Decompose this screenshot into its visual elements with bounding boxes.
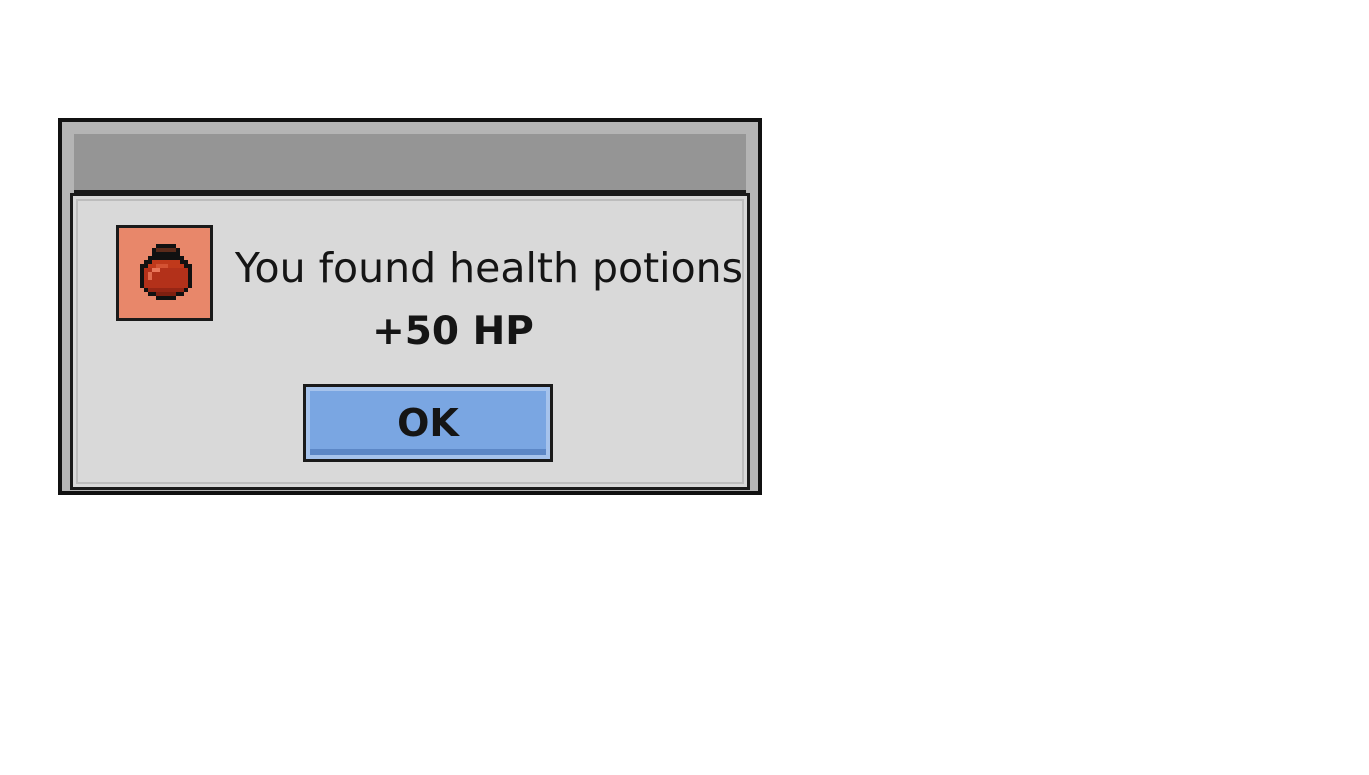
dialog-message: You found health potions	[234, 244, 743, 292]
dialog-body: You found health potions +50 HP OK	[70, 193, 750, 490]
ok-button[interactable]: OK	[303, 384, 553, 462]
dialog-titlebar[interactable]	[74, 134, 746, 193]
hp-reward: +50 HP	[372, 309, 534, 354]
item-found-dialog: You found health potions +50 HP OK	[58, 118, 762, 495]
item-slot	[116, 225, 213, 321]
health-potion-icon	[140, 244, 192, 300]
